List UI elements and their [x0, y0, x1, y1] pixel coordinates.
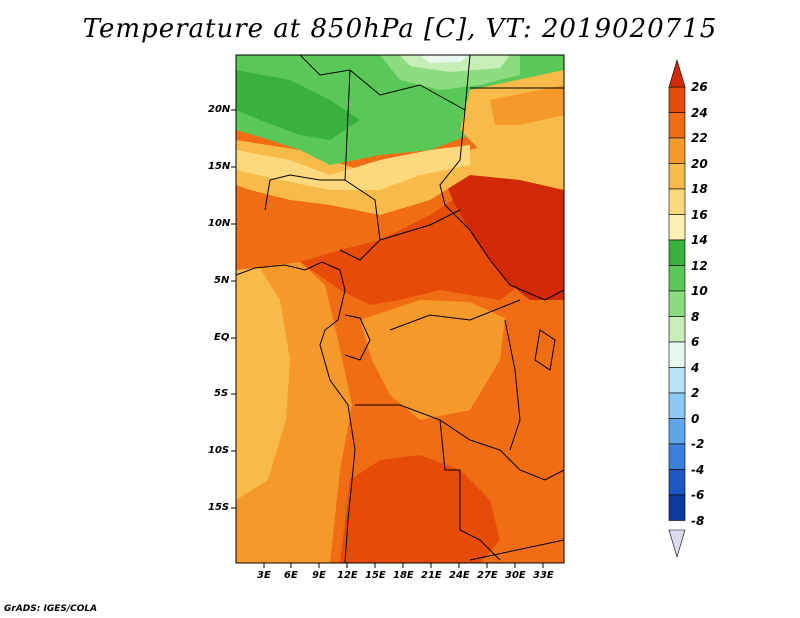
colorbar-cell: [668, 443, 686, 470]
axis-ticks: [231, 109, 544, 568]
lat-label: 10S: [208, 445, 230, 456]
lat-label: 15S: [208, 502, 230, 513]
colorbar-label: 8: [691, 309, 700, 324]
lon-label: 18E: [393, 570, 414, 581]
lon-label: 21E: [421, 570, 442, 581]
lon-label: 27E: [477, 570, 498, 581]
colorbar-cell: [668, 163, 686, 190]
lon-label: 33E: [533, 570, 554, 581]
colorbar-cell: [668, 367, 686, 394]
lat-label: 15N: [208, 161, 231, 172]
colorbar-label: 2: [691, 386, 700, 400]
lon-label: 15E: [365, 570, 386, 581]
colorbar-cell: [668, 112, 686, 139]
lon-label: 24E: [449, 570, 470, 581]
colorbar-label: 6: [691, 335, 700, 349]
lat-label: 20N: [208, 104, 231, 115]
colorbar-label: 20: [691, 156, 708, 171]
lon-label: 9E: [312, 570, 326, 581]
lon-label: 30E: [505, 570, 526, 581]
colorbar-label: 18: [691, 182, 708, 196]
colorbar-label: 4: [691, 360, 700, 375]
colorbar-cell: [668, 392, 686, 419]
colorbar-cell: [668, 418, 686, 445]
colorbar-cell: [668, 265, 686, 292]
triangle-down-icon: [668, 529, 686, 559]
colorbar-label: 10: [691, 284, 708, 298]
colorbar-cell: [668, 137, 686, 164]
colorbar-label: -2: [691, 437, 705, 451]
triangle-up-icon: [668, 58, 686, 88]
colorbar-label: 24: [691, 105, 708, 120]
colorbar-cell: [668, 239, 686, 266]
lon-label: 12E: [337, 570, 358, 581]
lon-label: 3E: [257, 570, 271, 581]
colorbar-label: -4: [691, 462, 705, 477]
colorbar-cell: [668, 290, 686, 317]
credit-text: GrADS: IGES/COLA: [4, 604, 98, 614]
lat-label: 10N: [208, 218, 231, 229]
colorbar-cell: [668, 214, 686, 241]
colorbar-label: 0: [691, 411, 700, 426]
colorbar-label: -6: [691, 488, 705, 502]
colorbar-label: 22: [691, 131, 708, 145]
map-frame: [235, 54, 565, 564]
colorbar-cell: [668, 341, 686, 368]
country-borders: [236, 55, 564, 563]
colorbar-label: 14: [691, 233, 708, 247]
lon-label: 6E: [284, 570, 298, 581]
colorbar-label: 16: [691, 207, 708, 222]
lat-label: EQ: [214, 332, 230, 343]
plot-title: Temperature at 850hPa [C], VT: 201902071…: [82, 14, 718, 44]
colorbar-cell: [668, 494, 686, 521]
colorbar-cell: [668, 86, 686, 113]
colorbar-label: 12: [691, 258, 708, 273]
colorbar: [668, 58, 686, 559]
colorbar-label: 26: [691, 80, 708, 94]
lat-label: 5S: [214, 388, 229, 399]
lat-label: 5N: [214, 275, 230, 286]
colorbar-cell: [668, 469, 686, 496]
colorbar-label: -8: [691, 513, 705, 528]
colorbar-cell: [668, 316, 686, 343]
colorbar-cell: [668, 188, 686, 215]
temperature-field: [236, 55, 564, 563]
